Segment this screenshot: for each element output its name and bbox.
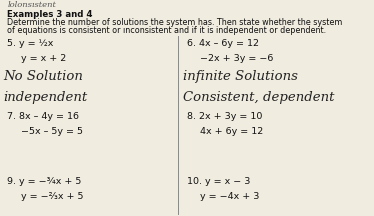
Text: 10. y = x − 3: 10. y = x − 3 [187, 177, 250, 186]
Text: 4x + 6y = 12: 4x + 6y = 12 [200, 127, 263, 136]
Text: Examples 3 and 4: Examples 3 and 4 [7, 10, 93, 19]
Text: y = −⅔x + 5: y = −⅔x + 5 [21, 192, 83, 201]
Text: 9. y = −¾x + 5: 9. y = −¾x + 5 [7, 177, 82, 186]
Text: Determine the number of solutions the system has. Then state whether the system: Determine the number of solutions the sy… [7, 18, 343, 27]
Text: Consistent, dependent: Consistent, dependent [183, 91, 335, 104]
Text: infinite Solutions: infinite Solutions [183, 70, 298, 83]
Text: 8. 2x + 3y = 10: 8. 2x + 3y = 10 [187, 112, 263, 121]
Text: 7. 8x – 4y = 16: 7. 8x – 4y = 16 [7, 112, 80, 121]
Text: −5x – 5y = 5: −5x – 5y = 5 [21, 127, 83, 136]
Text: of equations is consistent or ınconsistent and if it is independent or dependent: of equations is consistent or ınconsiste… [7, 26, 327, 35]
Text: independent: independent [4, 91, 88, 104]
Text: y = x + 2: y = x + 2 [21, 54, 66, 63]
Text: 5. y = ½x: 5. y = ½x [7, 39, 54, 48]
Text: −2x + 3y = −6: −2x + 3y = −6 [200, 54, 273, 63]
Text: lolonsıstent: lolonsıstent [7, 1, 56, 9]
Text: 6. 4x – 6y = 12: 6. 4x – 6y = 12 [187, 39, 259, 48]
Text: y = −4x + 3: y = −4x + 3 [200, 192, 260, 201]
Text: No Solution: No Solution [4, 70, 84, 83]
